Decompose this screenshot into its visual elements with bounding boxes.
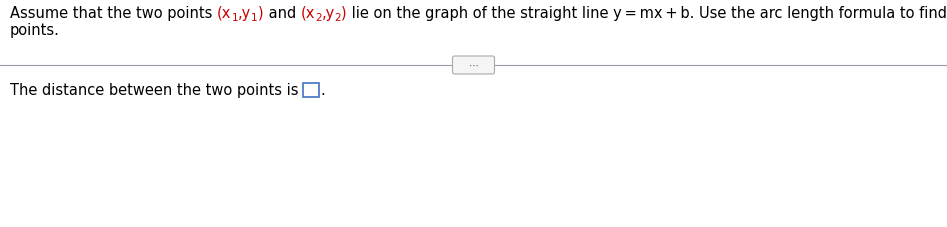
Text: 2: 2 — [334, 13, 341, 23]
Text: ,y: ,y — [238, 6, 251, 21]
Text: ): ) — [341, 6, 347, 21]
Text: ): ) — [258, 6, 263, 21]
Text: .: . — [320, 83, 325, 98]
Text: The distance between the two points is: The distance between the two points is — [10, 83, 303, 98]
Text: lie on the graph of the straight line y = mx + b. Use the arc length formula to : lie on the graph of the straight line y … — [347, 6, 947, 21]
Text: (x: (x — [217, 6, 231, 21]
Text: 1: 1 — [231, 13, 238, 23]
Text: ⋯: ⋯ — [469, 61, 478, 71]
Text: and: and — [263, 6, 300, 21]
Text: points.: points. — [10, 23, 60, 38]
Text: 2: 2 — [314, 13, 321, 23]
Text: Assume that the two points: Assume that the two points — [10, 6, 217, 21]
FancyBboxPatch shape — [453, 56, 494, 74]
Text: 1: 1 — [251, 13, 258, 23]
Text: ,y: ,y — [321, 6, 334, 21]
Text: (x: (x — [300, 6, 314, 21]
FancyBboxPatch shape — [303, 83, 319, 97]
